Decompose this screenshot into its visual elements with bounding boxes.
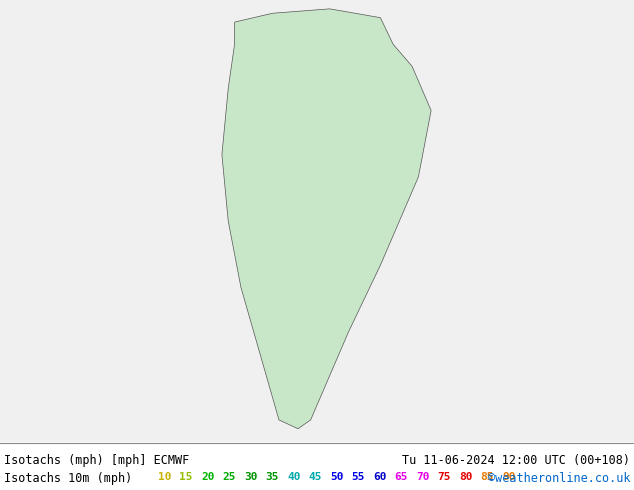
Text: 35: 35 <box>266 472 279 482</box>
Text: 65: 65 <box>394 472 408 482</box>
Text: Isotachs 10m (mph): Isotachs 10m (mph) <box>4 472 133 485</box>
Text: Isotachs (mph) [mph] ECMWF: Isotachs (mph) [mph] ECMWF <box>4 454 190 467</box>
Text: Tu 11-06-2024 12:00 UTC (00+108): Tu 11-06-2024 12:00 UTC (00+108) <box>402 454 630 467</box>
Text: 80: 80 <box>459 472 472 482</box>
Text: 45: 45 <box>309 472 322 482</box>
Text: 20: 20 <box>201 472 214 482</box>
Text: 30: 30 <box>244 472 257 482</box>
Text: 75: 75 <box>437 472 451 482</box>
Text: 85: 85 <box>481 472 494 482</box>
Text: 15: 15 <box>179 472 193 482</box>
Text: 55: 55 <box>351 472 365 482</box>
Text: 10: 10 <box>158 472 172 482</box>
Text: 40: 40 <box>287 472 301 482</box>
Text: 50: 50 <box>330 472 344 482</box>
Polygon shape <box>222 9 431 429</box>
Text: 25: 25 <box>223 472 236 482</box>
Text: 90: 90 <box>502 472 515 482</box>
Text: ©weatheronline.co.uk: ©weatheronline.co.uk <box>488 472 630 485</box>
Text: 70: 70 <box>416 472 429 482</box>
Text: 60: 60 <box>373 472 387 482</box>
